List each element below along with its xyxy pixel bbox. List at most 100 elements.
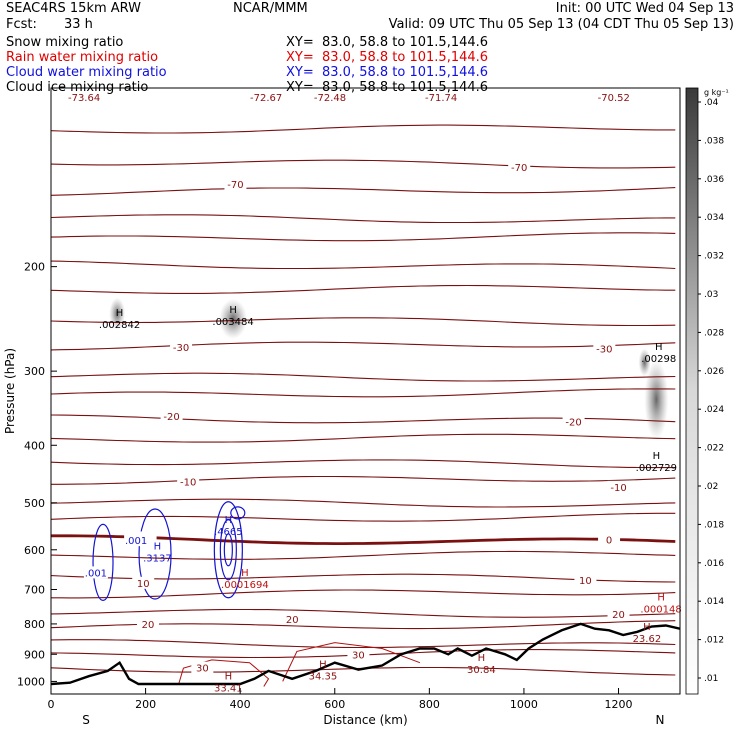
cloud-contour-label-1: .001 <box>125 536 147 547</box>
max-marker-h-3: H <box>653 451 661 462</box>
temperature-label-bg-13 <box>281 613 304 626</box>
max-marker-h-1: H <box>229 305 237 316</box>
max-value-6: .4665 <box>214 527 243 538</box>
colorbar-tick-label-5: .02 <box>704 482 718 492</box>
isotherm-line-9 <box>51 372 676 382</box>
isotherm-line-1 <box>51 159 676 169</box>
rain-field-label: Rain water mixing ratio <box>6 50 159 65</box>
max-value-2: .00298 <box>641 354 676 365</box>
colorbar-tick-label-2: .014 <box>704 597 724 607</box>
org-title: NCAR/MMM <box>233 1 308 16</box>
max-value-8: 23.62 <box>633 634 662 645</box>
isotherm-line-4 <box>51 232 676 242</box>
x-tick-label-6: 1200 <box>605 698 633 711</box>
top-temperature-label-4: -70.52 <box>598 93 630 104</box>
top-temperature-label-0: -73.64 <box>68 93 100 104</box>
colorbar-tick-label-12: .034 <box>704 213 724 223</box>
temperature-label-bg-2 <box>170 340 193 353</box>
cloud-contour-label-0: .001 <box>85 568 107 579</box>
temperature-label-bg-11 <box>574 574 597 587</box>
colorbar-tick-label-6: .022 <box>704 444 724 454</box>
cloud-water-contour-0 <box>92 523 114 601</box>
snow-shading-3 <box>638 348 651 377</box>
max-marker-h-6: H <box>225 515 233 526</box>
temperature-label-bg-14 <box>607 608 630 621</box>
colorbar-tick-label-11: .032 <box>704 252 724 262</box>
colorbar-tick-label-0: .01 <box>704 674 718 684</box>
max-value-7: .3137 <box>143 553 172 564</box>
isotherm-line-18 <box>51 550 676 560</box>
y-tick-label-5: 700 <box>24 584 45 597</box>
colorbar-unit: g kg⁻¹ <box>704 88 729 97</box>
y-axis-title: Pressure (hPa) <box>3 348 17 434</box>
x-axis-title: Distance (km) <box>323 713 407 727</box>
snow-shading-2 <box>109 297 126 330</box>
temperature-label-9: 0 <box>606 536 612 547</box>
temperature-label-3: -30 <box>596 345 612 356</box>
valid-time: Valid: 09 UTC Thu 05 Sep 13 (04 CDT Thu … <box>388 17 734 32</box>
colorbar-tick-label-15: .04 <box>704 98 719 108</box>
colorbar-tick-label-7: .024 <box>704 405 724 415</box>
x-tick-label-4: 800 <box>419 698 440 711</box>
colorbar-tick-label-3: .016 <box>704 559 724 569</box>
max-value-5: .000148 <box>640 605 681 616</box>
x-tick-label-5: 1000 <box>510 698 538 711</box>
warm-contour-1 <box>178 659 270 687</box>
isotherm-line-3 <box>51 214 676 224</box>
section-end-label: N <box>656 713 665 727</box>
max-value-4: .0001694 <box>221 580 269 591</box>
isotherm-line-21 <box>51 608 676 618</box>
colorbar-tick-label-9: .028 <box>704 328 724 338</box>
init-time: Init: 00 UTC Wed 04 Sep 13 <box>555 1 734 16</box>
y-tick-label-2: 400 <box>24 439 45 452</box>
max-value-0: .002842 <box>99 320 140 331</box>
top-temperature-label-1: -72.67 <box>250 93 282 104</box>
temperature-label-13: 20 <box>286 615 299 626</box>
isotherm-line-10 <box>51 388 676 398</box>
max-marker-h-7: H <box>154 541 162 552</box>
isotherm-line-7 <box>51 317 676 327</box>
colorbar-tick-label-10: .03 <box>704 290 718 300</box>
top-temperature-label-3: -71.74 <box>425 93 457 104</box>
isotherm-line-14 <box>51 475 676 485</box>
y-tick-label-6: 800 <box>24 618 45 631</box>
temperature-label-bg-15 <box>191 661 214 674</box>
y-tick-label-8: 1000 <box>17 675 45 688</box>
y-tick-label-7: 900 <box>24 648 45 661</box>
warm-contour-2 <box>282 642 421 682</box>
forecast-hours: 33 h <box>64 17 93 32</box>
forecast-label: Fcst: <box>6 17 37 32</box>
temperature-label-bg-1 <box>508 161 531 174</box>
temperature-label-7: -10 <box>610 483 626 494</box>
temperature-label-bg-7 <box>607 480 630 493</box>
rain-field-xy: XY= 83.0, 58.8 to 101.5,144.6 <box>286 50 489 65</box>
top-temperature-label-2: -72.48 <box>314 93 346 104</box>
temperature-label-bg-3 <box>593 342 616 355</box>
colorbar-tick-label-1: .012 <box>704 636 724 646</box>
cloud-label-bg-0 <box>83 566 108 579</box>
terrain-surface-line <box>51 622 680 686</box>
temperature-label-16: 30 <box>352 650 365 661</box>
isotherm-line-8 <box>51 341 676 351</box>
temperature-label-bg-6 <box>177 475 200 488</box>
cloud-water-contour-3 <box>219 519 237 581</box>
temperature-label-10: 10 <box>137 579 150 590</box>
temperature-label-bg-10 <box>132 576 155 589</box>
colorbar-tick-label-4: .018 <box>704 520 724 530</box>
isotherm-line-23 <box>51 639 676 649</box>
max-value-1: .003484 <box>212 317 253 328</box>
max-marker-h-4: H <box>241 568 249 579</box>
y-tick-label-3: 500 <box>24 497 45 510</box>
snow-field-xy: XY= 83.0, 58.8 to 101.5,144.6 <box>286 35 489 50</box>
temperature-label-14: 20 <box>612 610 625 621</box>
x-tick-label-1: 200 <box>135 698 156 711</box>
max-value-9: 30.84 <box>467 665 496 676</box>
y-tick-label-0: 200 <box>24 261 45 274</box>
max-marker-h-2: H <box>655 342 663 353</box>
colorbar-tick-label-13: .036 <box>704 175 724 185</box>
colorbar-tick-label-8: .026 <box>704 367 724 377</box>
temperature-label-bg-5 <box>562 415 585 428</box>
temperature-label-0: -70 <box>227 180 243 191</box>
isotherm-line-13 <box>51 459 676 469</box>
x-tick-label-3: 600 <box>324 698 345 711</box>
